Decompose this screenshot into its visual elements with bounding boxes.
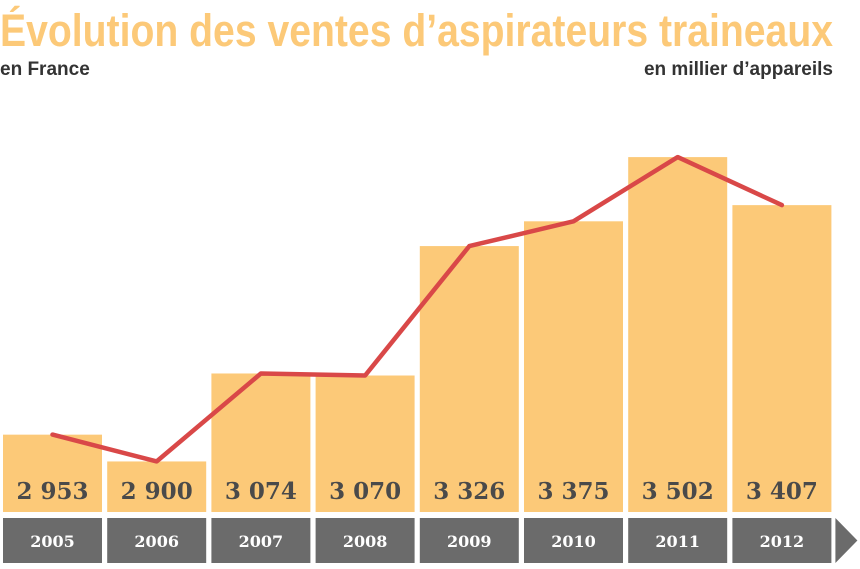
unit-label: en millier d’appareils: [644, 59, 833, 80]
year-label-2008: 2008: [343, 532, 388, 551]
value-label-2010: 3 375: [537, 478, 609, 505]
year-label-2006: 2006: [134, 532, 179, 551]
bar-2006: [107, 461, 207, 512]
year-cell-2007: [211, 518, 311, 563]
year-cell-2008: [315, 518, 415, 563]
bar-2007: [211, 373, 311, 512]
year-cell-2006: [107, 518, 207, 563]
bar-2011: [628, 157, 728, 512]
trend-line-group: [50, 154, 785, 464]
bar-2008: [315, 375, 415, 512]
year-label-2007: 2007: [239, 532, 284, 551]
year-label-2011: 2011: [655, 532, 700, 551]
year-cell-2012: [732, 518, 832, 563]
value-label-2008: 3 070: [329, 478, 401, 505]
year-cell-2005: [3, 518, 102, 563]
bar-2010: [524, 221, 623, 513]
year-label-2012: 2012: [760, 532, 805, 551]
value-label-2009: 3 326: [433, 478, 505, 505]
chart-title: Évolution des ventes d’aspirateurs train…: [0, 5, 833, 56]
value-label-2005: 2 953: [16, 478, 88, 505]
trend-line: [50, 154, 785, 464]
year-cell-2011: [628, 518, 728, 563]
value-label-2007: 3 074: [225, 478, 297, 505]
value-label-2011: 3 502: [642, 478, 714, 505]
axis-arrow: [835, 518, 858, 563]
year-cell-2010: [524, 518, 623, 563]
year-axis-band: 2005 2006 2007 2008 2009 2010 2011 2012: [3, 518, 858, 563]
year-label-2010: 2010: [551, 532, 596, 551]
value-label-2006: 2 900: [121, 478, 193, 505]
bar-2012: [732, 205, 832, 512]
year-cell-2009: [419, 518, 519, 563]
year-label-2005: 2005: [30, 532, 75, 551]
chart-subtitle: en France: [0, 59, 90, 80]
bar-2005: [3, 434, 102, 512]
bars-group: [3, 157, 832, 513]
value-label-2012: 3 407: [746, 478, 818, 505]
year-label-2009: 2009: [447, 532, 492, 551]
value-labels-group: 2 953 2 900 3 074 3 070 3 326 3 375 3 502 3 407: [16, 478, 817, 505]
